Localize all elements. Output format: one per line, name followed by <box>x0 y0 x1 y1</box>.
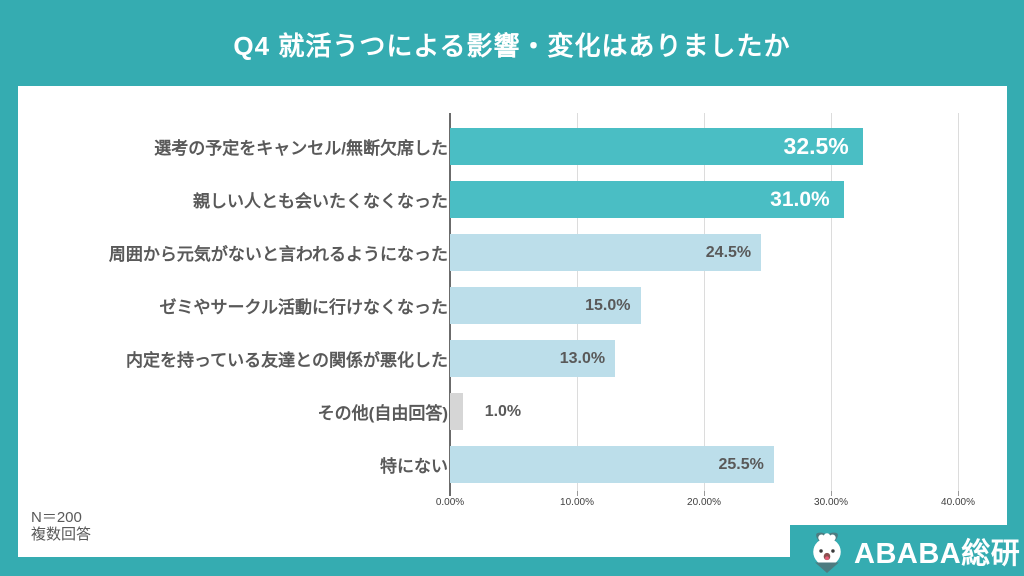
axis-tick <box>704 491 705 496</box>
page-title: Q4 就活うつによる影響・変化はありましたか <box>233 31 791 61</box>
bar-row: 24.5% <box>450 226 1007 279</box>
category-labels: 選考の予定をキャンセル/無断欠席した親しい人とも会いたくなくなった周囲から元気が… <box>18 120 448 491</box>
bar: 24.5% <box>450 234 762 271</box>
gridline <box>958 113 959 491</box>
bar-rows: 32.5% 31.0% 24.5% 15.0% 13.0% 1.0% 25.5% <box>450 120 1007 491</box>
value-label: 24.5% <box>705 243 752 261</box>
x-axis-tick-label: 0.00% <box>435 497 465 508</box>
bar-row: 31.0% <box>450 173 1007 226</box>
bar: 25.5% <box>450 446 774 483</box>
value-label: 32.5% <box>783 133 849 159</box>
multiple-answer-line: 複数回答 <box>31 526 92 543</box>
gridline <box>831 113 832 491</box>
x-axis-tick-label: 10.00% <box>560 497 594 508</box>
chart-panel: 選考の予定をキャンセル/無断欠席した親しい人とも会いたくなくなった周囲から元気が… <box>18 86 1007 557</box>
bar: 32.5% <box>450 128 863 165</box>
value-label: 31.0% <box>770 187 830 211</box>
alpaca-mascot-icon <box>813 532 841 573</box>
value-label: 25.5% <box>718 455 764 473</box>
brand-name: ABABA総研 <box>854 537 1021 570</box>
value-label: 1.0% <box>484 402 522 420</box>
bar-row: 25.5% <box>450 438 1007 491</box>
category-label: 親しい人とも会いたくなくなった <box>193 192 448 211</box>
bar-row: 13.0% <box>450 332 1007 385</box>
bar: 13.0% <box>450 340 616 377</box>
axis-tick <box>577 491 578 496</box>
category-label: 周囲から元気がないと言われるようになった <box>108 245 448 264</box>
brand-logo: ABABA総研 <box>790 525 1024 576</box>
value-label: 13.0% <box>559 349 606 367</box>
x-axis-tick-label: 30.00% <box>814 497 848 508</box>
category-label: 選考の予定をキャンセル/無断欠席した <box>154 139 448 158</box>
sample-size-note: N＝200 複数回答 <box>31 509 91 543</box>
value-label: 15.0% <box>585 296 631 314</box>
bar: 31.0% <box>450 181 844 218</box>
category-label: 特にない <box>380 457 448 476</box>
x-axis-tick-label: 20.00% <box>687 497 721 508</box>
gridline <box>704 113 705 491</box>
bar-row: 15.0% <box>450 279 1007 332</box>
sample-size-line: N＝200 <box>31 509 82 526</box>
bar <box>450 393 463 430</box>
axis-tick <box>831 491 832 496</box>
bar: 15.0% <box>450 287 641 324</box>
plot-area: 32.5% 31.0% 24.5% 15.0% 13.0% 1.0% 25.5% 0.00%… <box>436 113 1007 508</box>
category-label: 内定を持っている友達との関係が悪化した <box>126 351 448 370</box>
bar-row: 32.5% <box>450 120 1007 173</box>
category-label: その他(自由回答) <box>317 404 448 423</box>
axis-tick <box>958 491 959 496</box>
bar-row: 1.0% <box>450 385 1007 438</box>
x-axis-tick-label: 40.00% <box>941 497 975 508</box>
category-label: ゼミやサークル活動に行けなくなった <box>159 298 449 317</box>
